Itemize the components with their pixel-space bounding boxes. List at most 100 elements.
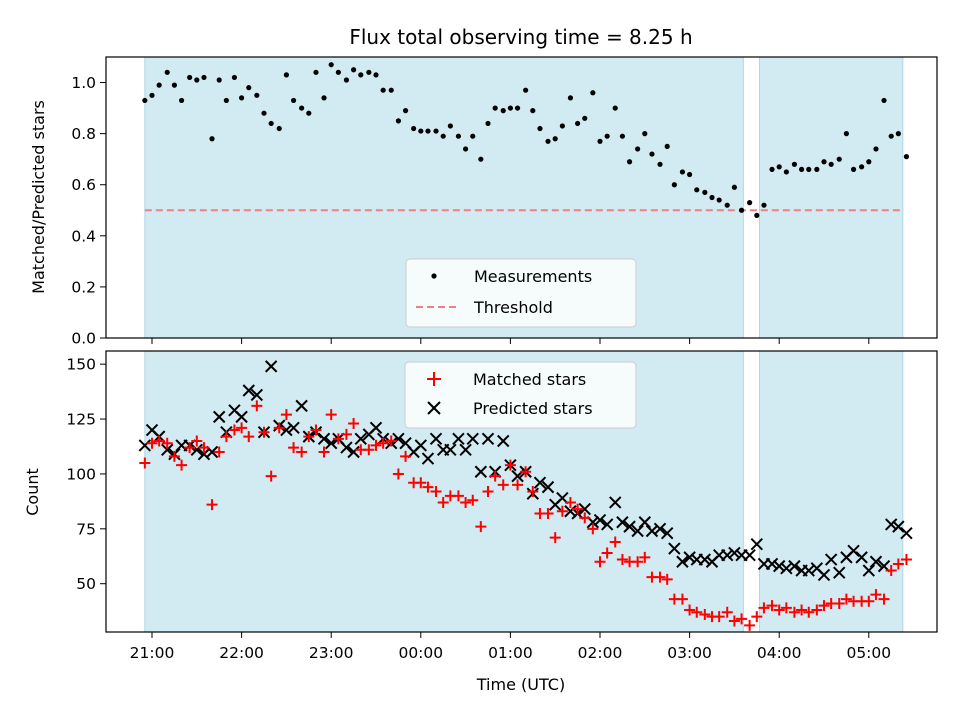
predicted-stars-point bbox=[354, 432, 367, 446]
predicted-stars-point bbox=[869, 555, 883, 568]
predicted-stars-point bbox=[533, 476, 547, 489]
matched-stars-point bbox=[728, 615, 740, 627]
measurement-point bbox=[850, 166, 857, 172]
measurement-point bbox=[276, 125, 282, 132]
measurement-point bbox=[657, 161, 663, 167]
matched-stars-point bbox=[400, 450, 412, 462]
measurement-point bbox=[523, 87, 529, 93]
bottom-panel: 50 75 100 125 150 21:00 22:00 23:00 00:00 01:00 0… bbox=[23, 350, 938, 694]
x-tick-label: 00:00 bbox=[398, 644, 443, 662]
matched-stars-point bbox=[900, 554, 912, 566]
matched-stars-point bbox=[377, 437, 389, 449]
top-y-axis-ticks: 0.0 0.2 0.4 0.6 0.8 1.0 bbox=[71, 74, 106, 348]
measurement-point bbox=[888, 133, 894, 139]
matched-stars-point bbox=[751, 611, 763, 623]
measurement-point bbox=[836, 156, 842, 162]
matched-stars-point bbox=[676, 593, 688, 605]
predicted-stars-point bbox=[242, 384, 255, 397]
measurement-point bbox=[299, 105, 305, 111]
predicted-stars-point bbox=[847, 544, 860, 557]
predicted-stars-point bbox=[788, 559, 801, 573]
matched-stars-point bbox=[318, 446, 330, 458]
predicted-stars-point bbox=[817, 568, 831, 582]
measurement-point bbox=[187, 74, 193, 81]
predicted-stars-point bbox=[564, 505, 577, 518]
measurement-point bbox=[642, 131, 648, 137]
matched-stars-point bbox=[616, 554, 628, 566]
x-tick-label: 05:00 bbox=[846, 644, 891, 662]
observing-window-2 bbox=[758, 350, 904, 633]
measurement-point bbox=[463, 146, 469, 152]
matched-stars-point bbox=[236, 422, 248, 434]
predicted-stars-point bbox=[250, 388, 264, 402]
x-tick-label: 03:00 bbox=[667, 644, 712, 662]
matched-stars-point bbox=[661, 573, 673, 585]
measurement-point bbox=[194, 77, 200, 83]
matched-stars-point bbox=[332, 433, 344, 445]
measurement-point bbox=[388, 87, 394, 93]
predicted-stars-point bbox=[698, 553, 712, 566]
bottom-y-axis-label: Count bbox=[23, 468, 42, 516]
measurement-point bbox=[411, 125, 417, 132]
predicted-stars-point bbox=[683, 551, 696, 564]
measurement-point bbox=[559, 123, 565, 129]
measurement-point bbox=[231, 74, 238, 81]
matched-stars-point bbox=[736, 613, 748, 625]
matched-stars-point bbox=[258, 426, 270, 438]
measurement-point bbox=[761, 202, 767, 208]
matched-stars-point bbox=[773, 604, 785, 616]
measurement-point bbox=[440, 133, 446, 139]
matched-stars-point bbox=[370, 439, 382, 451]
matched-stars-point bbox=[482, 486, 494, 497]
chart-title: Flux total observing time = 8.25 h bbox=[349, 25, 692, 49]
predicted-stars-point bbox=[616, 516, 629, 529]
matched-stars-point bbox=[594, 556, 606, 568]
measurement-point bbox=[545, 138, 551, 144]
measurement-point bbox=[821, 159, 827, 165]
matched-stars-point bbox=[228, 424, 240, 436]
bottom-y-axis-ticks: 50 75 100 125 150 bbox=[66, 356, 106, 593]
measurement-point bbox=[679, 169, 686, 175]
measurement-point bbox=[201, 74, 207, 81]
matched-stars-point bbox=[288, 442, 300, 454]
x-tick-label: 02:00 bbox=[578, 644, 623, 662]
matched-stars-point bbox=[325, 409, 337, 421]
predicted-stars-legend-marker bbox=[427, 401, 441, 415]
predicted-stars-point bbox=[631, 524, 644, 538]
measurement-point bbox=[373, 72, 379, 78]
measurement-point bbox=[149, 92, 155, 98]
matched-stars-point bbox=[415, 477, 427, 489]
measurement-point bbox=[866, 159, 872, 165]
measurement-point bbox=[783, 169, 789, 175]
matched-stars-series bbox=[139, 400, 912, 631]
measurement-point bbox=[776, 164, 782, 170]
matched-stars-point bbox=[549, 532, 561, 544]
measurement-point bbox=[418, 128, 424, 134]
measurement-point bbox=[731, 184, 738, 190]
matched-stars-point bbox=[310, 424, 322, 436]
measurement-point bbox=[142, 97, 148, 104]
matched-stars-point bbox=[796, 604, 808, 616]
predicted-stars-point bbox=[452, 432, 465, 446]
predicted-stars-point bbox=[609, 496, 622, 509]
top-y-axis-label: Matched/Predicted stars bbox=[29, 100, 48, 294]
observing-window-2 bbox=[758, 56, 904, 339]
measurement-point bbox=[209, 136, 215, 142]
predicted-stars-point bbox=[392, 432, 405, 446]
measurement-point bbox=[478, 156, 484, 162]
measurement-point bbox=[709, 194, 715, 201]
matched-stars-point bbox=[198, 442, 210, 454]
predicted-stars-point bbox=[497, 434, 510, 448]
measurement-point bbox=[724, 202, 730, 208]
predicted-stars-point bbox=[660, 527, 674, 540]
predicted-stars-point bbox=[369, 421, 383, 435]
measurement-point bbox=[791, 161, 798, 167]
measurement-point bbox=[664, 143, 670, 150]
matched-stars-point bbox=[840, 593, 852, 605]
matched-stars-point bbox=[363, 444, 375, 456]
matched-stars-point bbox=[176, 459, 188, 471]
measurement-point bbox=[806, 166, 812, 172]
predicted-stars-point bbox=[578, 502, 591, 516]
matched-stars-point bbox=[542, 507, 554, 519]
